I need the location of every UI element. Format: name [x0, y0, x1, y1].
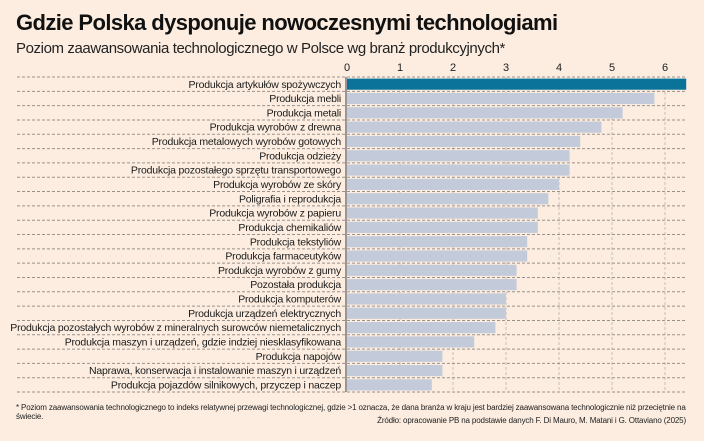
bar [347, 322, 496, 334]
x-tick-label: 0 [344, 62, 350, 74]
category-label: Produkcja pozostałego sprzętu transporto… [131, 165, 341, 177]
category-label: Produkcja napojów [256, 351, 342, 363]
bar [347, 350, 443, 362]
x-axis-ticks: 0 1 2 3 4 5 6 [344, 62, 668, 74]
footnote: * Poziom zaawansowania technologicznego … [16, 403, 686, 421]
category-label: Produkcja odzieży [259, 150, 342, 162]
bar [347, 178, 559, 190]
category-label: Produkcja metalowych wyrobów gotowych [152, 136, 342, 148]
chart-title: Gdzie Polska dysponuje nowoczesnymi tech… [16, 10, 558, 35]
category-label: Naprawa, konserwacja i instalowanie masz… [89, 365, 341, 377]
x-tick-label: 3 [503, 62, 509, 74]
x-tick-label: 2 [450, 62, 456, 74]
bar [347, 150, 570, 162]
bar [347, 365, 443, 377]
bar [347, 221, 538, 233]
x-tick-label: 5 [609, 62, 615, 74]
category-label: Produkcja mebli [269, 93, 341, 105]
bar [347, 250, 528, 262]
category-label: Produkcja wyrobów ze skóry [213, 179, 342, 191]
bar [347, 293, 506, 305]
category-label: Produkcja artykułów spożywczych [188, 79, 341, 91]
bar [347, 279, 517, 291]
category-label: Produkcja chemikaliów [238, 222, 341, 234]
category-label: Produkcja wyrobów z drewna [210, 122, 342, 134]
category-label: Produkcja urządzeń elektrycznych [188, 308, 341, 320]
category-label: Produkcja wyrobów z gumy [218, 265, 342, 277]
row-separators [17, 76, 686, 393]
chart-subtitle: Poziom zaawansowania technologicznego w … [16, 40, 505, 57]
bar [347, 92, 655, 105]
category-label: Produkcja maszyn i urządzeń, gdzie indzi… [65, 337, 342, 349]
category-label: Poligrafia i reprodukcja [239, 193, 341, 205]
bar [347, 107, 623, 119]
category-labels: Produkcja artykułów spożywczych Produkcja… [10, 79, 342, 392]
bar [347, 78, 687, 90]
bar [347, 164, 570, 176]
source-note: Źródło: opracowanie PB na podstawie dany… [377, 416, 686, 425]
x-tick-label: 4 [556, 62, 562, 74]
x-tick-label: 1 [397, 62, 403, 74]
category-label: Produkcja tekstyliów [250, 236, 342, 248]
bar [347, 336, 475, 348]
category-label: Produkcja pojazdów silnikowych, przyczep… [111, 379, 341, 391]
bars [347, 78, 687, 391]
bar [347, 236, 528, 248]
bar [347, 193, 549, 205]
bar [347, 121, 602, 133]
category-label: Produkcja farmaceutyków [225, 251, 341, 263]
bar [347, 264, 517, 276]
category-label: Produkcja komputerów [238, 294, 341, 306]
category-label: Produkcja metali [267, 107, 341, 119]
x-tick-label: 6 [662, 62, 668, 74]
bar [347, 207, 538, 219]
bar [347, 379, 432, 391]
category-label: Produkcja pozostałych wyrobów z mineraln… [10, 322, 341, 334]
category-label: Produkcja wyrobów z papieru [209, 208, 341, 220]
bar [347, 307, 506, 319]
category-label: Pozostała produkcja [250, 279, 341, 291]
bar [347, 135, 581, 147]
